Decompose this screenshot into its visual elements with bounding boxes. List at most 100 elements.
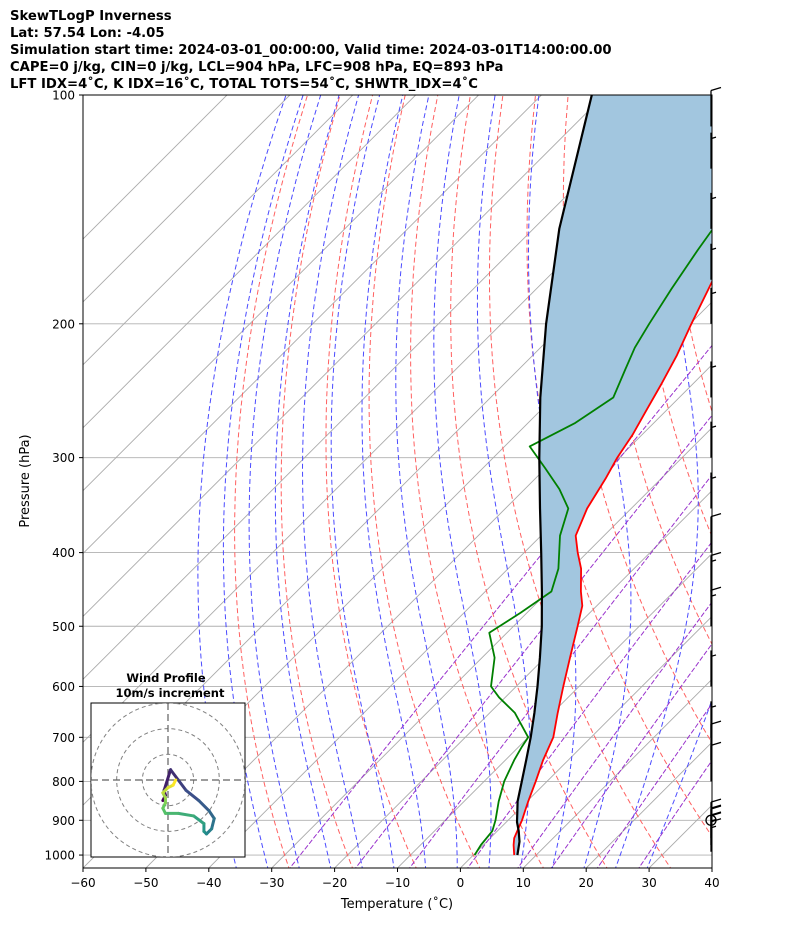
moist-adiabat-line xyxy=(222,95,304,868)
moist-adiabat-line xyxy=(330,95,395,868)
y-tick-label: 800 xyxy=(52,775,75,789)
dewpoint-line xyxy=(473,228,712,856)
hodograph-segment xyxy=(184,788,201,803)
x-tick-label: 10 xyxy=(516,876,531,890)
moist-adiabat-line xyxy=(615,95,699,868)
dry-adiabat-line xyxy=(697,95,712,246)
dry-adiabat-line xyxy=(764,95,794,871)
hodograph-segment xyxy=(169,768,180,782)
dry-adiabat-line xyxy=(665,95,712,414)
x-tick-label: 30 xyxy=(641,876,656,890)
mixing-ratio-line xyxy=(289,344,712,868)
wind-barb xyxy=(710,512,722,553)
isotherm-line xyxy=(83,95,668,680)
title-block: SkewTLogP Inverness Lat: 57.54 Lon: -4.0… xyxy=(10,8,612,93)
x-tick-label: −60 xyxy=(70,876,95,890)
wind-barb xyxy=(710,361,717,398)
isotherm-line xyxy=(271,427,712,868)
isotherm-line xyxy=(83,95,354,366)
isotherm-line xyxy=(83,95,480,492)
title-line-location: Lat: 57.54 Lon: -4.05 xyxy=(10,26,165,41)
y-tick-label: 700 xyxy=(52,731,75,745)
x-tick-label: 0 xyxy=(457,876,465,890)
title-line-indices: LFT IDX=4˚C, K IDX=16˚C, TOTAL TOTS=54˚C… xyxy=(10,77,478,92)
y-tick-label: 900 xyxy=(52,814,75,828)
moist-adiabat-line xyxy=(197,95,287,868)
mixing-ratio-line xyxy=(467,541,712,868)
title-line-stability: CAPE=0 j/kg, CIN=0 j/kg, LCL=904 hPa, LF… xyxy=(10,60,504,75)
mixing-ratio-line xyxy=(638,759,712,868)
wind-barb xyxy=(710,551,722,592)
wind-barb xyxy=(710,798,722,839)
y-tick-label: 200 xyxy=(52,317,75,331)
hodograph-segment xyxy=(207,809,216,820)
mixing-ratio-line xyxy=(354,414,712,868)
wind-barb xyxy=(710,243,717,280)
moist-adiabat-line xyxy=(476,95,531,868)
isotherm-line xyxy=(145,301,712,868)
moist-adiabat-line xyxy=(583,95,632,868)
y-tick-label: 400 xyxy=(52,546,75,560)
hodograph-segment xyxy=(192,814,206,826)
hodograph-segment xyxy=(162,768,173,792)
moist-adiabat-line xyxy=(248,95,322,868)
isotherm-line xyxy=(459,615,712,868)
x-axis-label: Temperature (˚C) xyxy=(340,896,453,912)
y-tick-label: 500 xyxy=(52,620,75,634)
wind-barb xyxy=(710,86,722,127)
moist-adiabat-line xyxy=(301,95,363,868)
mixing-ratio-line xyxy=(517,601,712,868)
isotherm-line xyxy=(83,95,228,240)
x-tick-label: −20 xyxy=(322,876,347,890)
dry-adiabat-line xyxy=(731,95,794,871)
isotherm-line xyxy=(83,95,606,618)
dry-adiabat-line xyxy=(368,95,481,868)
wind-barb xyxy=(710,586,722,627)
moist-adiabat-line xyxy=(433,95,492,868)
y-tick-label: 300 xyxy=(52,451,75,465)
title-line-times: Simulation start time: 2024-03-01_00:00:… xyxy=(10,43,612,58)
dry-adiabat-line xyxy=(280,95,354,868)
isotherm-line xyxy=(83,95,417,429)
y-axis-label: Pressure (hPa) xyxy=(18,434,33,527)
hodograph-segment xyxy=(176,778,188,792)
isotherm-line xyxy=(333,489,712,868)
wind-barb xyxy=(710,192,717,229)
wind-barb xyxy=(710,650,717,687)
wind-barb xyxy=(710,132,717,169)
hodograph-segment xyxy=(210,817,216,831)
x-tick-label: 40 xyxy=(704,876,719,890)
moist-adiabat-line xyxy=(274,95,340,868)
wind-barb xyxy=(705,814,717,826)
isotherm-line xyxy=(522,678,712,868)
dry-adiabat-line xyxy=(410,95,544,868)
temperature-line xyxy=(512,279,712,856)
dry-adiabat-line xyxy=(450,95,608,868)
isotherm-line xyxy=(83,95,543,555)
moist-adiabat-line xyxy=(646,698,712,868)
hodograph-segment xyxy=(171,778,178,787)
moist-adiabat-line xyxy=(395,95,458,868)
wind-barb xyxy=(710,287,717,324)
isotherm-line xyxy=(83,95,291,303)
x-tick-label: −30 xyxy=(259,876,284,890)
wind-barb xyxy=(710,701,717,738)
y-tick-label: 100 xyxy=(52,89,75,103)
parcel-shade-area xyxy=(513,95,712,856)
hodograph-subtitle: 10m/s increment xyxy=(116,686,225,700)
wind-barb xyxy=(710,421,717,458)
dry-adiabat-line xyxy=(234,95,308,868)
isotherm-line xyxy=(396,552,712,868)
x-tick-label: −50 xyxy=(133,876,158,890)
x-tick-label: 20 xyxy=(579,876,594,890)
x-tick-label: −10 xyxy=(385,876,410,890)
mixing-ratio-line xyxy=(596,702,712,868)
hodograph-title: Wind Profile xyxy=(126,671,206,685)
title-line-station: SkewTLogP Inverness xyxy=(10,9,172,24)
mixing-ratio-line xyxy=(550,643,712,868)
parcel-line xyxy=(515,95,593,856)
y-tick-label: 1000 xyxy=(44,849,75,863)
hodograph-segment xyxy=(197,799,211,813)
x-tick-label: −40 xyxy=(196,876,221,890)
